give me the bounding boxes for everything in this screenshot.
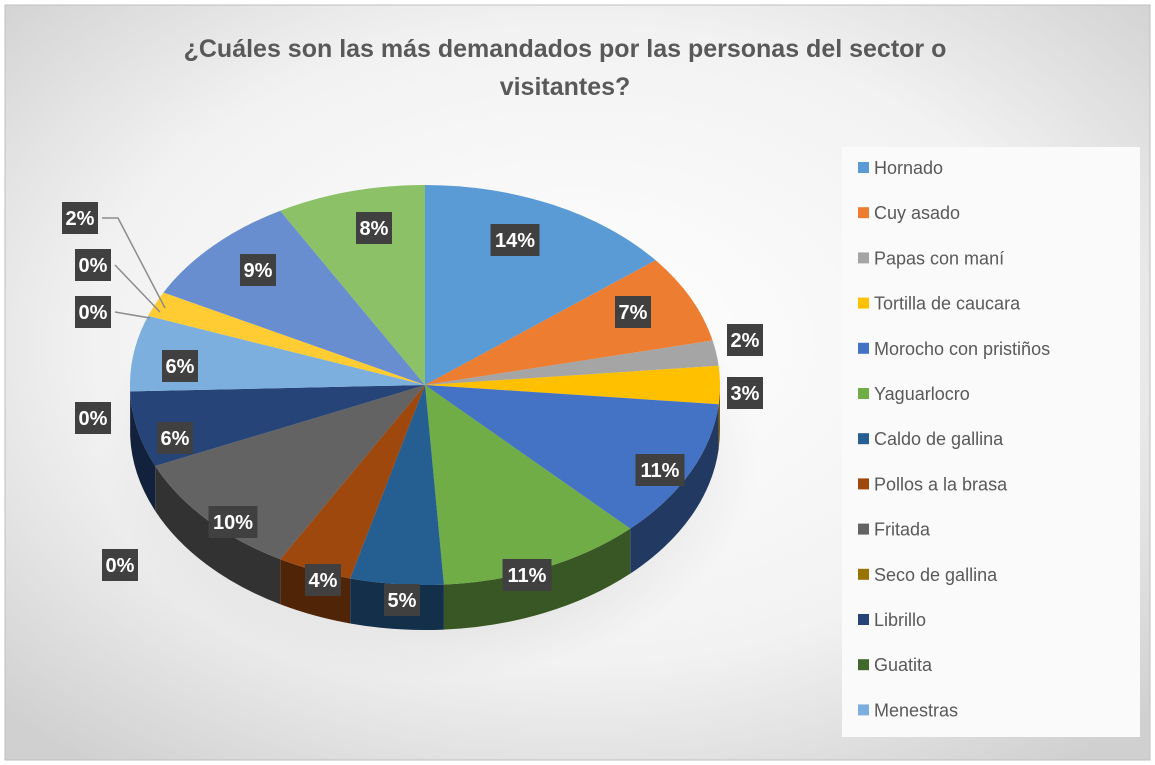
legend-label: Menestras [874, 700, 958, 720]
legend-swatch [858, 297, 869, 309]
label-box [305, 564, 341, 596]
legend-label: Cuy asado [874, 203, 960, 223]
slice [148, 292, 426, 385]
slice [425, 365, 720, 405]
label-box [102, 549, 138, 581]
slice [350, 385, 444, 585]
slice [425, 185, 656, 385]
legend-label: Morocho con pristiños [874, 339, 1050, 359]
data-label: 2% [66, 208, 95, 230]
legend-label: Hornado [874, 158, 943, 178]
label-box [75, 249, 111, 281]
label-box [62, 202, 98, 234]
label-box [157, 422, 193, 454]
legend-swatch [858, 568, 869, 580]
slice [280, 385, 425, 579]
legend-box [842, 147, 1140, 737]
legend-label: Pollos a la brasa [874, 474, 1008, 494]
label-box [384, 584, 420, 616]
label-box [490, 224, 540, 256]
legend-swatch [858, 207, 869, 219]
leader-line [114, 264, 161, 313]
label-box [75, 402, 111, 434]
legend-swatch [858, 523, 869, 535]
legend-label: Fritada [874, 520, 931, 540]
legend-swatch [858, 704, 869, 716]
legend-label: Guatita [874, 655, 933, 675]
data-label: 0% [79, 255, 108, 277]
label-box [356, 212, 392, 244]
legend-label: Librillo [874, 610, 926, 630]
label-box [615, 296, 651, 328]
data-label: 10% [213, 512, 253, 534]
data-label: 0% [106, 555, 135, 577]
slice [425, 385, 631, 585]
legend-swatch [858, 252, 869, 264]
slice [130, 385, 426, 466]
data-label: 9% [244, 260, 273, 282]
legend-label: Seco de gallina [874, 565, 998, 585]
legend-swatch [858, 342, 869, 354]
leader-line [114, 311, 151, 319]
legend-label: Tortilla de caucara [874, 294, 1021, 314]
legend-label: Yaguarlocro [874, 384, 970, 404]
slice [130, 315, 425, 392]
legend-swatch [858, 614, 869, 625]
leader-line [102, 217, 166, 309]
data-label: 7% [619, 302, 648, 324]
data-label: 0% [79, 408, 108, 430]
label-box [727, 377, 763, 409]
legend-swatch [858, 162, 869, 173]
label-box [208, 506, 258, 538]
slice-side [130, 391, 156, 511]
data-label: 8% [360, 218, 389, 240]
legend-label: Caldo de gallina [874, 429, 1004, 449]
slice-side [718, 385, 720, 450]
slice [425, 385, 719, 529]
data-label: 11% [641, 460, 680, 482]
data-label: 2% [731, 330, 760, 352]
data-label: 4% [309, 570, 338, 592]
data-label: 11% [508, 565, 547, 587]
slice [425, 340, 719, 385]
label-box [635, 454, 685, 486]
legend-swatch [858, 388, 869, 399]
slice [163, 210, 426, 385]
legend-label: Papas con maní [874, 248, 1004, 268]
label-box [240, 254, 276, 286]
data-label: 6% [166, 356, 195, 378]
data-label: 0% [79, 302, 108, 324]
legend-swatch [858, 659, 869, 671]
data-label: 14% [495, 230, 535, 252]
label-box [727, 324, 763, 356]
chart-title: ¿Cuáles son las más demandados por las p… [183, 35, 947, 101]
label-box [502, 559, 552, 591]
label-box [162, 350, 198, 382]
data-label: 5% [388, 590, 417, 612]
data-label: 3% [731, 383, 760, 405]
slice [425, 260, 713, 385]
slice-side [630, 404, 719, 574]
data-label: 6% [161, 428, 190, 450]
legend-swatch [858, 433, 869, 445]
legend-swatch [858, 478, 869, 490]
label-box [75, 296, 111, 328]
